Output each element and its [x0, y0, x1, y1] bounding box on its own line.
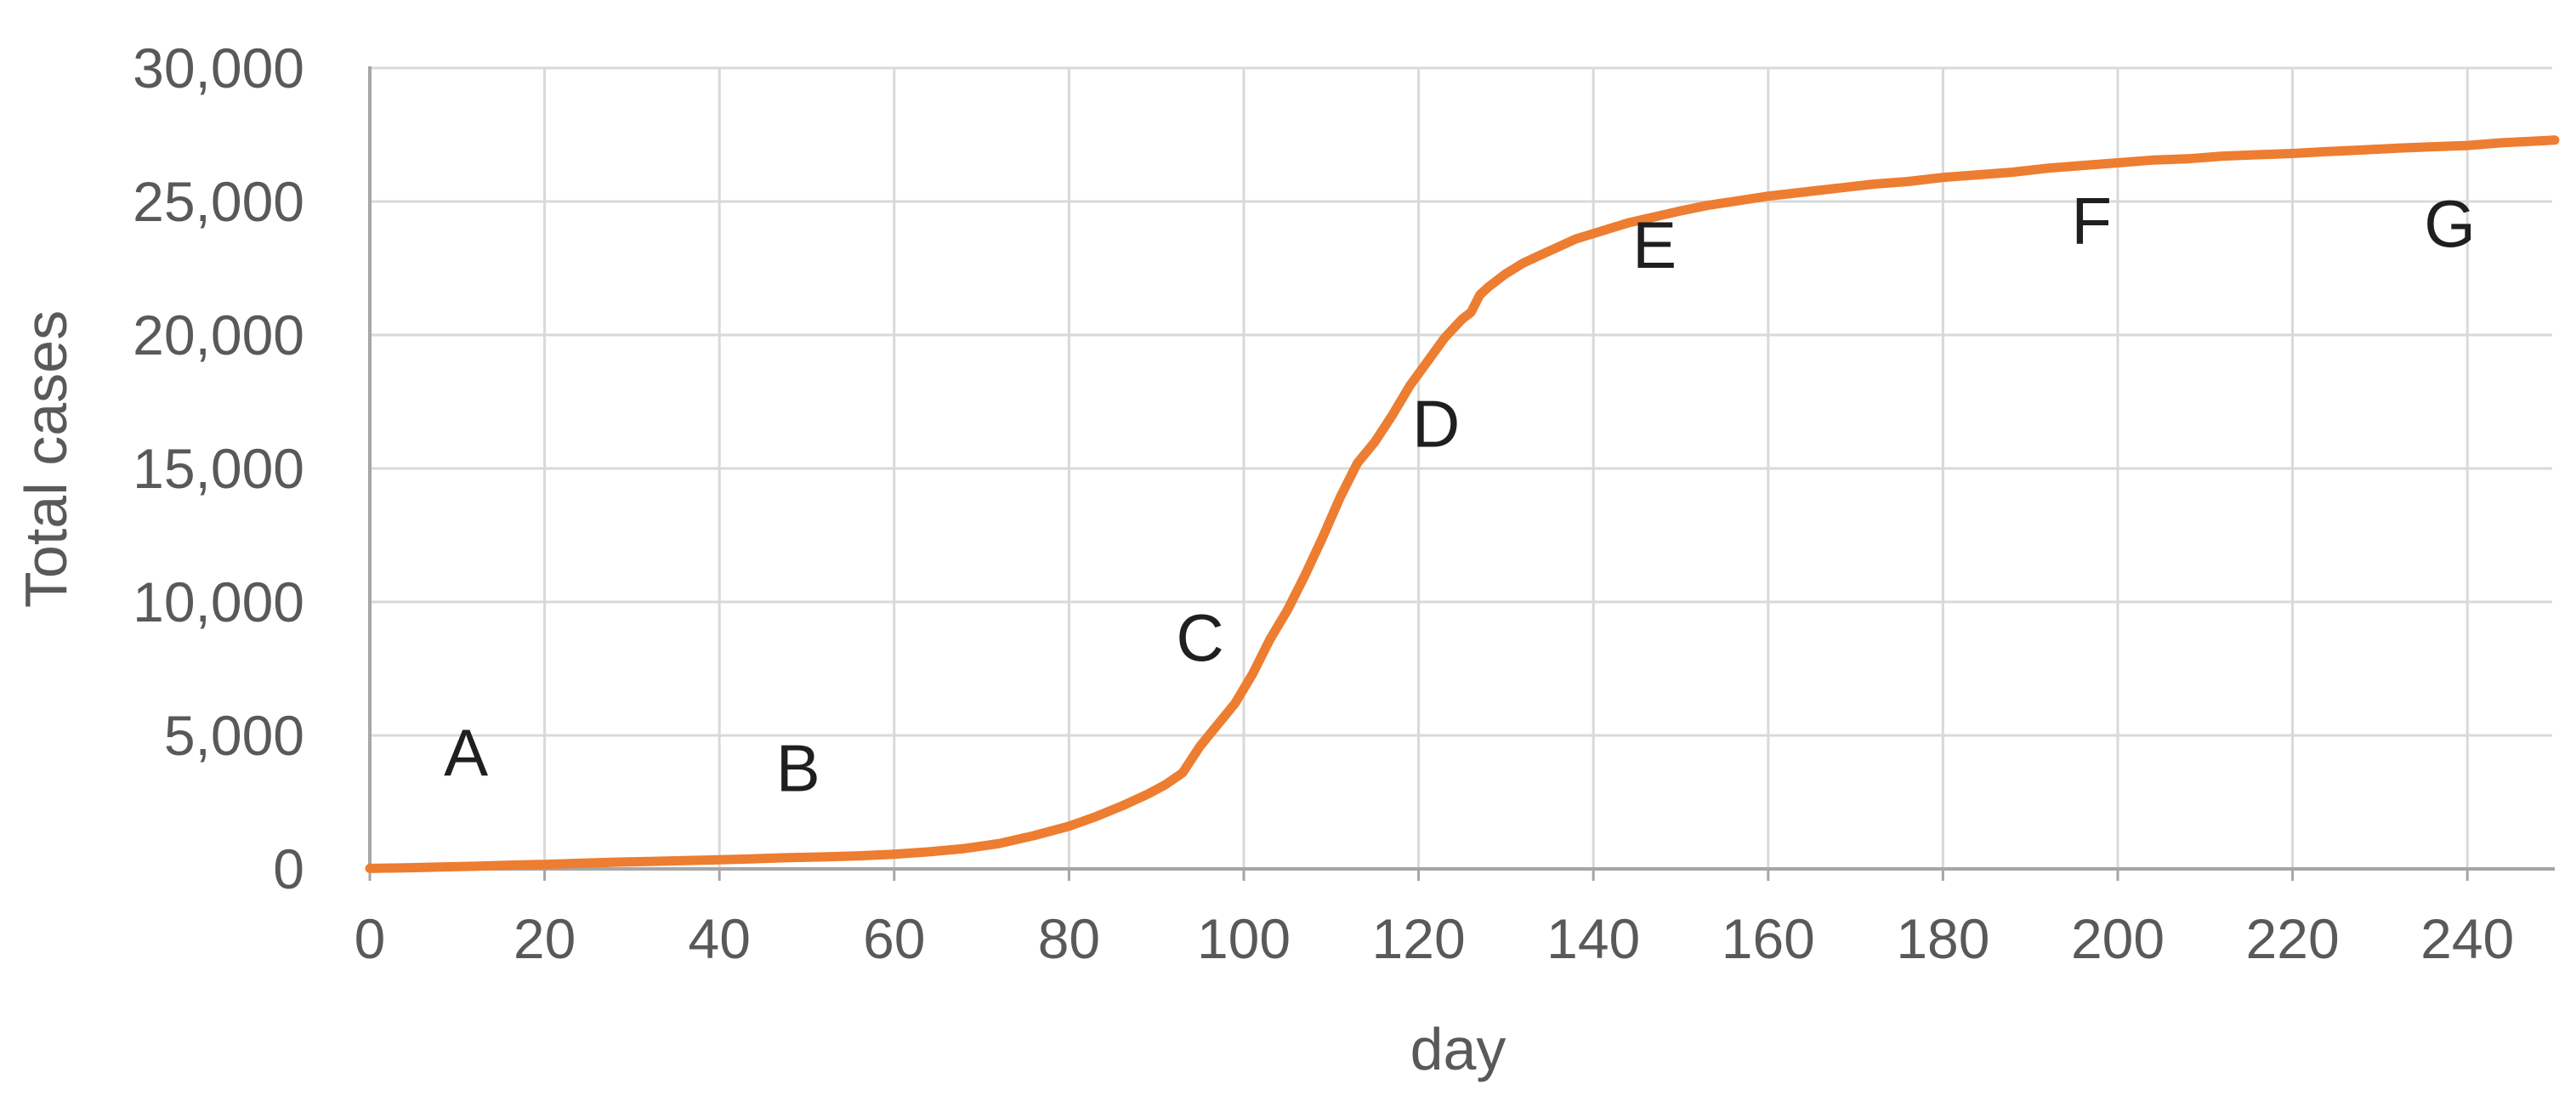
annotation-letter-f: F: [2071, 184, 2112, 258]
x-tick-label: 100: [1197, 907, 1291, 970]
x-tick-label: 220: [2246, 907, 2340, 970]
x-tick-label: 0: [355, 907, 386, 970]
annotation-letter-a: A: [444, 715, 488, 790]
x-tick-label: 120: [1372, 907, 1466, 970]
x-tick-label: 200: [2071, 907, 2165, 970]
x-tick-label: 180: [1896, 907, 1989, 970]
y-tick-label: 10,000: [133, 570, 304, 633]
y-axis-title: Total cases: [13, 310, 79, 608]
x-tick-label: 40: [688, 907, 750, 970]
annotation-letter-e: E: [1632, 207, 1677, 282]
tick-labels: 0 5,000 10,000 15,000 20,000 25,000 30,000 0 20 4…: [133, 37, 2514, 970]
y-tick-label: 20,000: [133, 304, 304, 366]
x-axis-title: day: [1410, 1016, 1506, 1082]
annotation-letter-d: D: [1412, 387, 1460, 462]
x-tick-label: 240: [2420, 907, 2514, 970]
y-tick-label: 30,000: [133, 37, 304, 99]
gridlines: [370, 66, 2552, 869]
y-tick-label: 5,000: [164, 704, 304, 767]
annotation-letter-c: C: [1176, 600, 1223, 675]
x-tick-label: 140: [1546, 907, 1640, 970]
series: [365, 135, 2560, 873]
axes: [366, 66, 2555, 881]
x-tick-label: 160: [1722, 907, 1815, 970]
series-line: [365, 135, 2560, 873]
x-tick-label: 20: [513, 907, 576, 970]
annotation-letter-g: G: [2424, 186, 2476, 261]
annotations: A B C D E F G: [444, 184, 2476, 806]
y-tick-label: 25,000: [133, 170, 304, 233]
annotation-letter-b: B: [776, 731, 820, 806]
x-tick-label: 60: [863, 907, 925, 970]
y-tick-label: 0: [273, 837, 304, 900]
x-tick-label: 80: [1038, 907, 1100, 970]
y-tick-label: 15,000: [133, 437, 304, 500]
